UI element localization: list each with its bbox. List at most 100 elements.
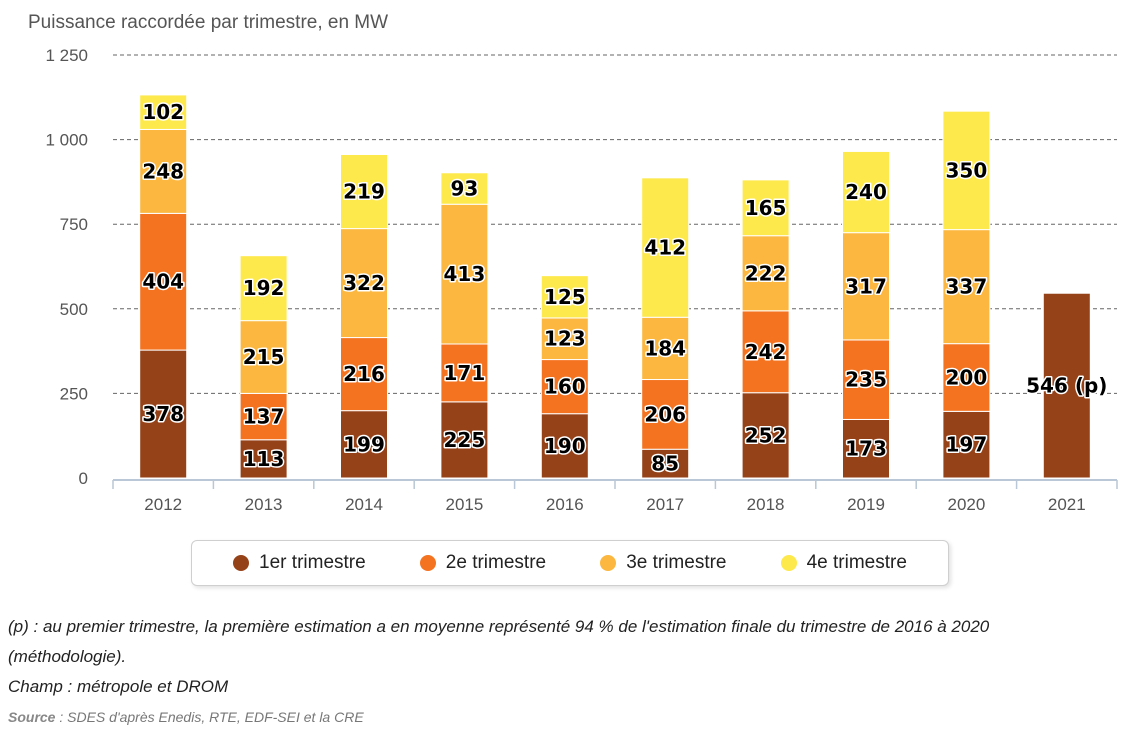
data-label: 350 xyxy=(946,158,988,182)
data-label: 252 xyxy=(745,423,787,447)
bar-segment[interactable] xyxy=(139,349,188,479)
data-label: 190 xyxy=(544,434,586,458)
bar-segment[interactable] xyxy=(239,320,288,394)
axes: 0 250 500 750 1 000 1 250 2012 2013 2014 2015 2016… xyxy=(45,46,1118,514)
y-tick-label: 1 000 xyxy=(45,131,88,150)
x-tick-label: 2017 xyxy=(646,495,684,514)
x-tick-label: 2012 xyxy=(144,495,182,514)
data-label: 102 xyxy=(142,100,184,124)
bar-segment[interactable] xyxy=(842,418,890,479)
data-label: 322 xyxy=(343,271,385,295)
bar-segment[interactable] xyxy=(942,410,991,479)
y-tick-label: 750 xyxy=(60,215,88,234)
data-label: 235 xyxy=(845,368,887,392)
data-label: 219 xyxy=(343,180,385,204)
bar-segment[interactable] xyxy=(741,179,790,237)
data-label: 160 xyxy=(544,375,586,399)
bar-segment[interactable] xyxy=(440,203,489,345)
legend-swatch-q1 xyxy=(233,555,250,571)
data-label: 248 xyxy=(142,159,184,183)
x-tick-label: 2013 xyxy=(245,495,283,514)
bar-segment[interactable] xyxy=(942,110,991,231)
source-line: Source : SDES d'après Enedis, RTE, EDF-S… xyxy=(8,704,1118,730)
source-label: Source xyxy=(8,709,56,725)
note-methodology: (méthodologie). xyxy=(8,647,127,666)
data-label: 171 xyxy=(444,361,486,385)
bar-segment[interactable] xyxy=(641,448,690,479)
x-tick-label: 2014 xyxy=(345,495,383,514)
data-label: 413 xyxy=(444,262,486,286)
chart-notes: (p) : au premier trimestre, la première … xyxy=(8,612,1118,730)
legend-label-q1: 1er trimestre xyxy=(259,552,366,573)
data-label: 215 xyxy=(243,345,285,369)
legend-item-q1[interactable]: 1er trimestre xyxy=(233,552,366,574)
data-label: 85 xyxy=(651,452,679,476)
data-label: 93 xyxy=(450,176,478,200)
bar-segment[interactable] xyxy=(139,212,188,351)
data-label: 242 xyxy=(745,340,787,364)
y-tick-label: 250 xyxy=(60,384,88,403)
data-label: 184 xyxy=(644,336,686,360)
chart-title: Puissance raccordée par trimestre, en MW xyxy=(28,12,389,33)
data-label: 206 xyxy=(644,402,686,426)
bar-segment[interactable] xyxy=(641,177,690,318)
bar-segment[interactable] xyxy=(842,150,890,234)
legend-label-q3: 3e trimestre xyxy=(626,552,727,573)
bar-segment[interactable] xyxy=(842,339,890,420)
data-label: 222 xyxy=(745,261,787,285)
bar-segment[interactable] xyxy=(340,410,388,479)
x-tick-label: 2015 xyxy=(445,495,483,514)
data-label: 125 xyxy=(544,285,586,309)
bar-segment[interactable] xyxy=(540,359,589,415)
note-scope: Champ : métropole et DROM xyxy=(8,677,229,696)
data-label: 412 xyxy=(644,236,686,260)
bar-segment[interactable] xyxy=(540,413,589,479)
legend-item-q2[interactable]: 2e trimestre xyxy=(419,552,547,574)
bar-segment[interactable] xyxy=(540,275,589,319)
data-label: 225 xyxy=(444,428,486,452)
y-tick-label: 1 250 xyxy=(45,46,88,65)
bar-segment[interactable] xyxy=(942,229,991,345)
data-label: 200 xyxy=(946,365,988,389)
bar-segment[interactable] xyxy=(340,337,388,412)
x-tick-label: 2019 xyxy=(847,495,885,514)
x-tick-label: 2021 xyxy=(1048,495,1086,514)
bar-segment[interactable] xyxy=(942,343,991,412)
bar-segment[interactable] xyxy=(741,310,790,394)
bar-segment[interactable] xyxy=(440,343,489,403)
bar-segment[interactable] xyxy=(641,316,690,381)
bar-segment[interactable] xyxy=(440,172,489,205)
x-tick-label: 2016 xyxy=(546,495,584,514)
legend: 1er trimestre 2e trimestre 3e trimestre … xyxy=(191,540,949,586)
bar-segment[interactable] xyxy=(842,232,890,341)
bar-segment[interactable] xyxy=(741,392,790,479)
bar-segment[interactable] xyxy=(540,317,589,361)
data-label: 199 xyxy=(343,432,385,456)
legend-swatch-q3 xyxy=(600,555,617,571)
data-label: 240 xyxy=(845,180,887,204)
bar-segment[interactable] xyxy=(440,401,489,479)
data-label: 192 xyxy=(243,276,285,300)
data-label: 113 xyxy=(243,447,285,471)
data-label: 137 xyxy=(243,405,285,429)
bars: 378 404 248 102 113 137 215 192 199 216 322 219 225 1… xyxy=(139,94,1109,479)
legend-item-q3[interactable]: 3e trimestre xyxy=(600,552,727,574)
data-label: 337 xyxy=(946,275,988,299)
data-label: 216 xyxy=(343,362,385,386)
data-label: 165 xyxy=(745,196,787,220)
bar-segment[interactable] xyxy=(139,128,188,214)
bar-segment[interactable] xyxy=(340,153,388,230)
bar-segment[interactable] xyxy=(1042,292,1091,479)
bar-segment[interactable] xyxy=(239,255,288,322)
legend-item-q4[interactable]: 4e trimestre xyxy=(780,552,907,574)
bar-segment[interactable] xyxy=(741,235,790,312)
legend-label-q2: 2e trimestre xyxy=(445,552,547,573)
data-label: 123 xyxy=(544,327,586,351)
source-text: : SDES d'après Enedis, RTE, EDF-SEI et l… xyxy=(55,709,364,725)
legend-swatch-q4 xyxy=(780,555,797,571)
data-label: 404 xyxy=(142,270,184,294)
bar-segment[interactable] xyxy=(139,94,188,130)
data-label: 197 xyxy=(946,433,988,457)
data-label: 317 xyxy=(845,274,887,298)
legend-label-q4: 4e trimestre xyxy=(806,552,907,573)
